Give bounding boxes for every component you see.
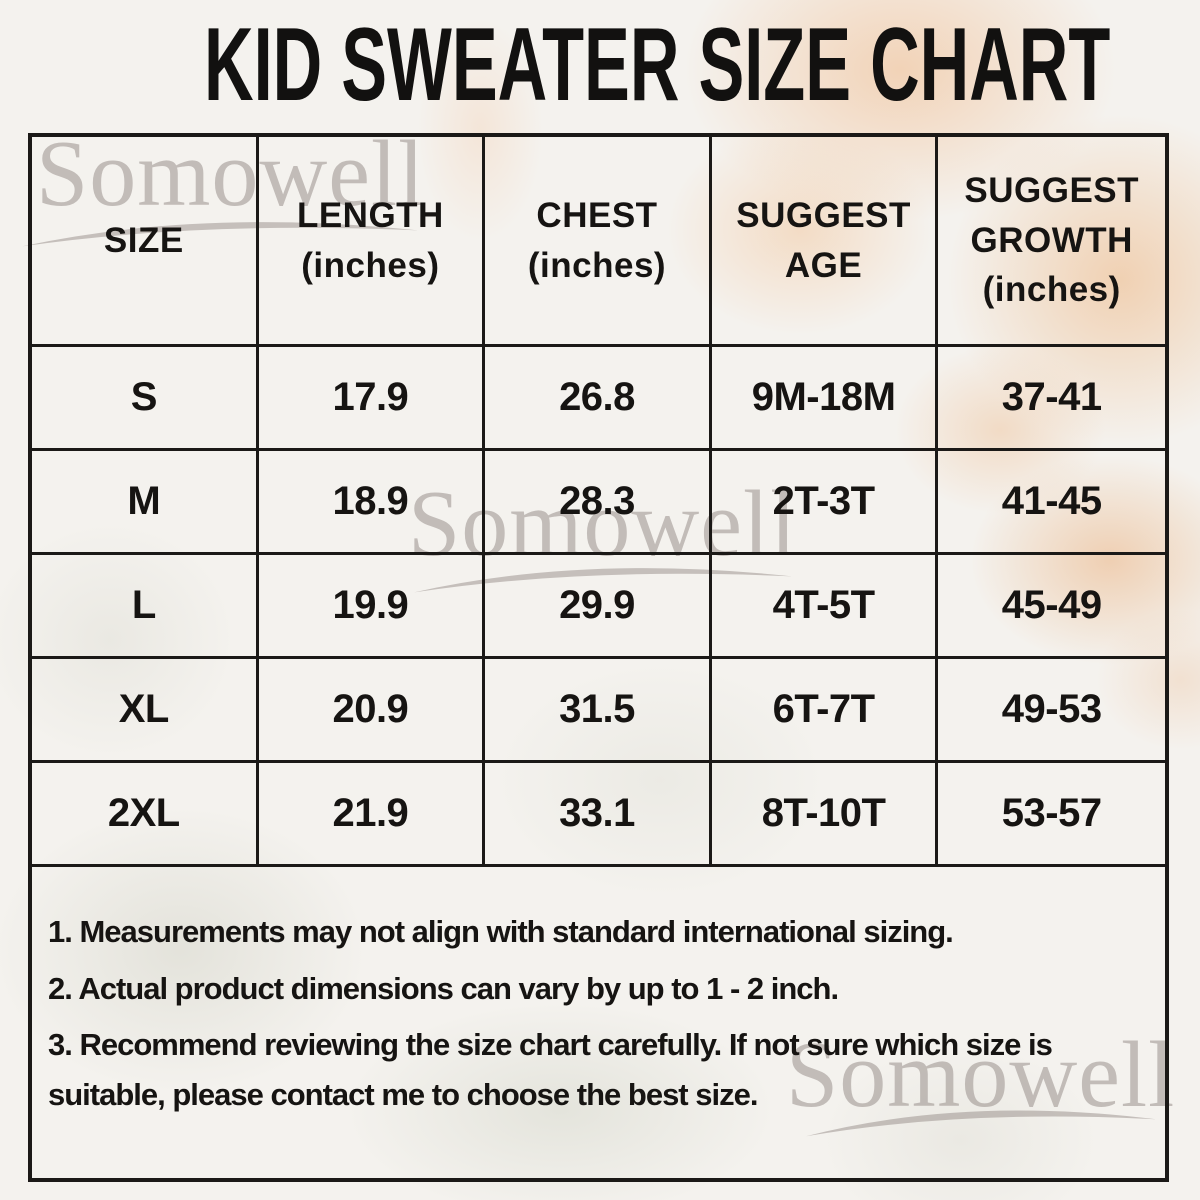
cell-age: 2T-3T bbox=[711, 451, 939, 555]
cell-chest: 33.1 bbox=[485, 763, 712, 867]
cell-age: 8T-10T bbox=[711, 763, 939, 867]
cell-age: 9M-18M bbox=[711, 347, 939, 451]
cell-size: L bbox=[32, 555, 259, 659]
size-table: SIZE LENGTH (inches) CHEST (inches) SUGG… bbox=[32, 137, 1165, 867]
watermark-swoosh-icon bbox=[414, 568, 792, 593]
note-item: 2. Actual product dimensions can vary by… bbox=[48, 970, 839, 1006]
cell-size: M bbox=[32, 451, 259, 555]
cell-size: XL bbox=[32, 659, 259, 763]
watermark-swoosh-icon bbox=[806, 1110, 1156, 1137]
cell-growth: 45-49 bbox=[938, 555, 1165, 659]
header-cell-growth: SUGGEST GROWTH (inches) bbox=[938, 137, 1165, 347]
watermark-brand: Somowell bbox=[36, 122, 426, 226]
cell-length: 18.9 bbox=[258, 451, 486, 555]
cell-length: 17.9 bbox=[258, 347, 486, 451]
notes-section: 1. Measurements may not align with stand… bbox=[32, 867, 1165, 1178]
note-item: 3. Recommend reviewing the size chart ca… bbox=[48, 1027, 1053, 1112]
cell-growth: 49-53 bbox=[938, 659, 1165, 763]
note-item: 1. Measurements may not align with stand… bbox=[48, 914, 954, 949]
watermark-swoosh-icon bbox=[22, 222, 418, 247]
cell-growth: 53-57 bbox=[938, 763, 1165, 867]
header-cell-chest: CHEST (inches) bbox=[485, 137, 712, 347]
cell-length: 21.9 bbox=[258, 763, 486, 867]
page-title: KID SWEATER SIZE CHART bbox=[203, 7, 1111, 123]
cell-size: S bbox=[32, 347, 259, 451]
header-cell-length: LENGTH (inches) bbox=[258, 137, 486, 347]
watermark-brand: Somowell bbox=[408, 472, 798, 576]
header-cell-size: SIZE bbox=[32, 137, 259, 347]
cell-chest: 28.3 bbox=[485, 451, 712, 555]
cell-chest: 26.8 bbox=[485, 347, 712, 451]
cell-growth: 41-45 bbox=[938, 451, 1165, 555]
cell-growth: 37-41 bbox=[938, 347, 1165, 451]
size-chart-sheet: SIZE LENGTH (inches) CHEST (inches) SUGG… bbox=[28, 133, 1169, 1182]
cell-age: 6T-7T bbox=[711, 659, 939, 763]
cell-chest: 31.5 bbox=[485, 659, 712, 763]
cell-age: 4T-5T bbox=[711, 555, 939, 659]
header-cell-age: SUGGEST AGE bbox=[711, 137, 939, 347]
cell-size: 2XL bbox=[32, 763, 259, 867]
cell-length: 20.9 bbox=[258, 659, 486, 763]
cell-chest: 29.9 bbox=[485, 555, 712, 659]
watermark-brand: Somowell bbox=[786, 1023, 1176, 1127]
cell-length: 19.9 bbox=[258, 555, 486, 659]
